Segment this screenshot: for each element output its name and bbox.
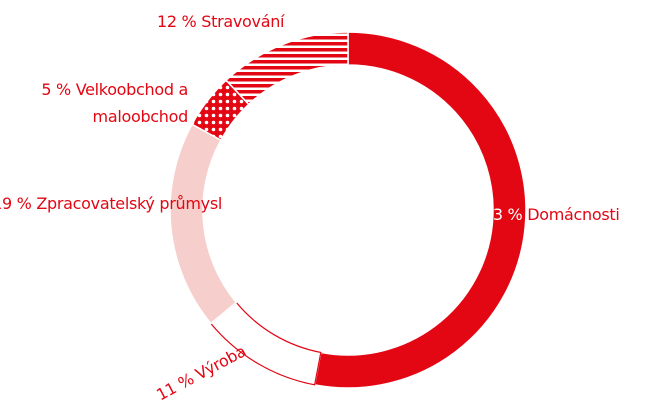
category-label: Domácnosti	[527, 205, 620, 224]
value-label: 53 %	[483, 205, 523, 224]
segment-label: 12 % Stravování	[157, 8, 357, 35]
category-label: Zpracovatelský průmysl	[36, 194, 222, 213]
category-label: Stravování	[201, 12, 285, 31]
donut-segment	[225, 31, 349, 106]
donut-segment	[313, 31, 527, 389]
value-label: 19 %	[0, 194, 32, 213]
segment-label: 5 % Velkoobchod a maloobchod	[20, 76, 188, 130]
value-label: 5 %	[41, 80, 71, 99]
segment-label: 19 %Zpracovatelský průmysl	[0, 190, 222, 217]
category-label: Velkoobchod a maloobchod	[75, 80, 189, 126]
donut-segment	[169, 123, 238, 325]
value-label: 12 %	[157, 12, 197, 31]
segment-label: 53 % Domácnosti	[483, 201, 651, 228]
